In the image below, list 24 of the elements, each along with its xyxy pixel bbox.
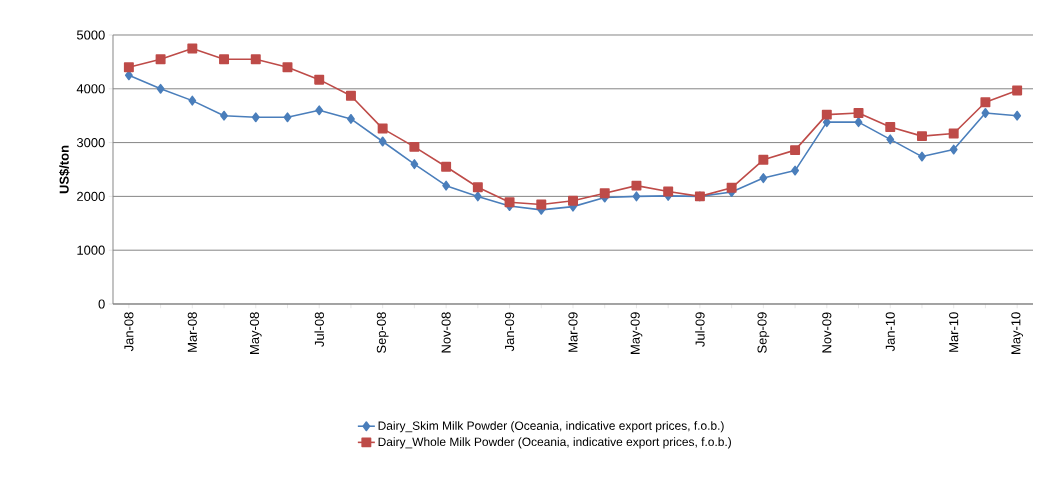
x-tick-label: Nov-09 <box>822 312 832 353</box>
x-tick-label: May-10 <box>1011 312 1024 354</box>
x-tick-label: Jan-09 <box>504 312 515 352</box>
y-tick-label: 1000 <box>77 245 105 255</box>
legend-label: Dairy_Whole Milk Powder (Oceania, indicative export prices, f.o.b.) <box>378 437 731 449</box>
y-tick-label: 3000 <box>76 138 105 148</box>
y-tick-label: 4000 <box>76 84 105 94</box>
legend-label: Dairy_Skim Milk Powder (Oceania, indicative export prices, f.o.b.) <box>378 421 724 433</box>
x-tick-label: Jan-10 <box>885 312 895 352</box>
x-tick-label: Mar-10 <box>949 312 959 352</box>
y-axis-title: US$/ton <box>59 145 70 194</box>
y-tick-label: 5000 <box>76 30 105 40</box>
x-tick-label: Mar-08 <box>187 312 197 352</box>
x-tick-label: Nov-08 <box>441 312 451 353</box>
x-tick-label: Sep-08 <box>376 312 389 353</box>
x-tick-label: Jul-09 <box>695 312 705 347</box>
x-tick-label: May-08 <box>249 312 262 354</box>
y-tick-label: 0 <box>98 299 105 309</box>
x-tick-label: Sep-09 <box>757 312 770 353</box>
x-tick-label: May-09 <box>630 312 643 354</box>
x-tick-label: Jan-08 <box>124 312 134 352</box>
x-tick-label: Jul-08 <box>314 312 324 347</box>
x-tick-label: Mar-09 <box>568 312 578 352</box>
y-tick-label: 2000 <box>77 191 105 201</box>
